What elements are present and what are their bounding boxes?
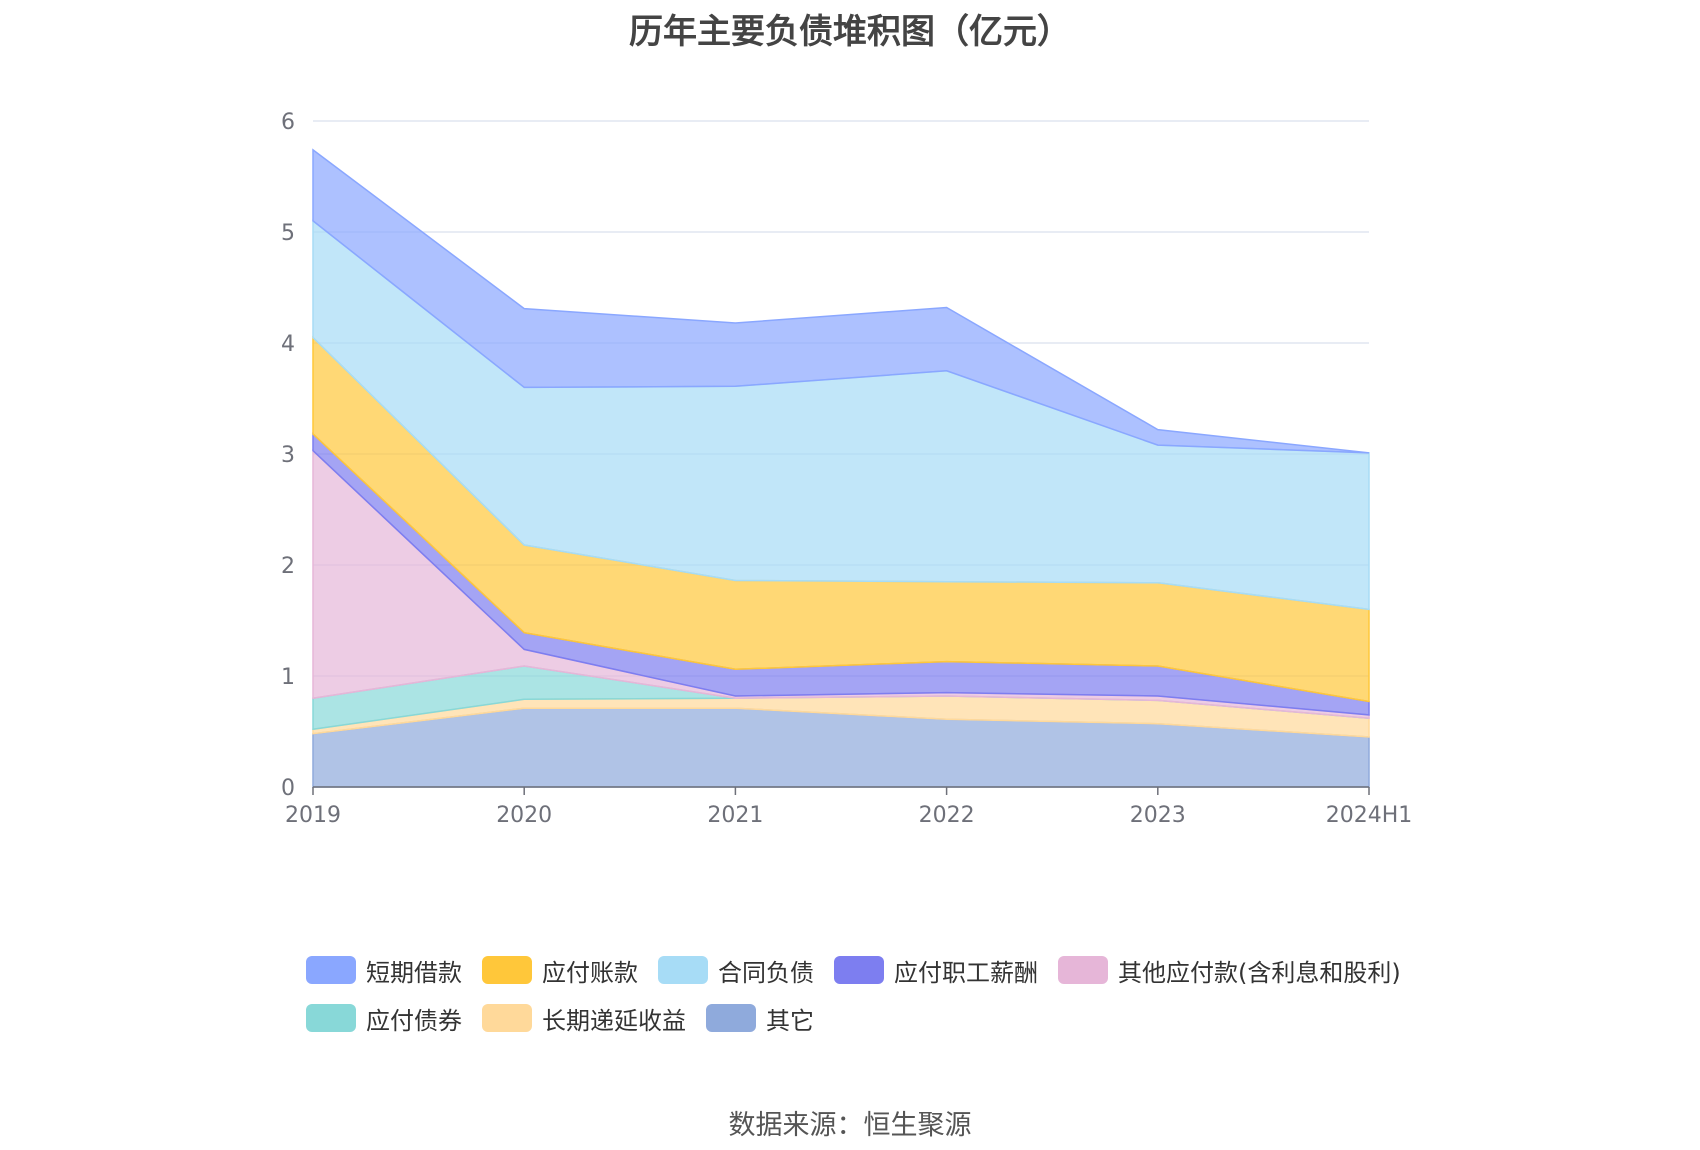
legend-label: 长期递延收益 (542, 1006, 686, 1035)
legend-swatch (306, 956, 356, 984)
legend-swatch (306, 1004, 356, 1032)
y-tick-label: 4 (281, 332, 295, 357)
x-tick-label: 2020 (496, 803, 552, 828)
legend-swatch (482, 1004, 532, 1032)
legend-swatch (706, 1004, 756, 1032)
legend-label: 其他应付款(含利息和股利) (1118, 958, 1401, 987)
legend-label: 应付职工薪酬 (894, 958, 1038, 987)
legend-item[interactable]: 其它 (706, 1001, 814, 1036)
y-tick-label: 5 (281, 221, 295, 246)
area-series (312, 148, 1370, 454)
axis-layer: 0 1 2 3 4 5 6 2019 2020 2021 2022 2023 2024H1 (281, 110, 1412, 828)
stacked-area-chart: 0 1 2 3 4 5 6 2019 2020 2021 2022 2023 2024H1 (281, 110, 1412, 828)
legend-row: 应付债券 长期递延收益 其它 (306, 998, 1466, 1038)
legend-swatch (834, 956, 884, 984)
x-tick-label: 2021 (707, 803, 763, 828)
y-tick-label: 2 (281, 554, 295, 579)
y-tick-label: 0 (281, 776, 295, 801)
legend-item[interactable]: 长期递延收益 (482, 1001, 686, 1036)
data-source: 数据来源：恒生聚源 (728, 1110, 972, 1141)
x-tick-label: 2022 (919, 803, 975, 828)
chart-title: 历年主要负债堆积图（亿元） (629, 12, 1071, 52)
legend-label: 短期借款 (366, 958, 462, 987)
legend-item[interactable]: 应付账款 (482, 953, 638, 988)
x-tick-label: 2019 (285, 803, 341, 828)
legend-swatch (1058, 956, 1108, 984)
legend-item[interactable]: 合同负债 (658, 953, 814, 988)
y-tick-label: 3 (281, 443, 295, 468)
y-tick-label: 1 (281, 665, 295, 690)
area-layer (312, 148, 1370, 788)
legend-label: 其它 (766, 1006, 814, 1035)
legend-item[interactable]: 其他应付款(含利息和股利) (1058, 953, 1401, 988)
legend-label: 应付账款 (542, 958, 638, 987)
legend-swatch (658, 956, 708, 984)
legend: 短期借款 应付账款 合同负债 应付职工薪酬 其他应付款(含利息和股利) 应付债券 长期递延收… (306, 950, 1466, 1046)
legend-label: 应付债券 (366, 1006, 462, 1035)
legend-item[interactable]: 短期借款 (306, 953, 462, 988)
x-tick-label: 2024H1 (1326, 803, 1413, 828)
legend-row: 短期借款 应付账款 合同负债 应付职工薪酬 其他应付款(含利息和股利) (306, 950, 1466, 990)
legend-item[interactable]: 应付债券 (306, 1001, 462, 1036)
y-tick-label: 6 (281, 110, 295, 135)
x-tick-label: 2023 (1130, 803, 1186, 828)
legend-item[interactable]: 应付职工薪酬 (834, 953, 1038, 988)
legend-swatch (482, 956, 532, 984)
legend-label: 合同负债 (718, 958, 814, 987)
